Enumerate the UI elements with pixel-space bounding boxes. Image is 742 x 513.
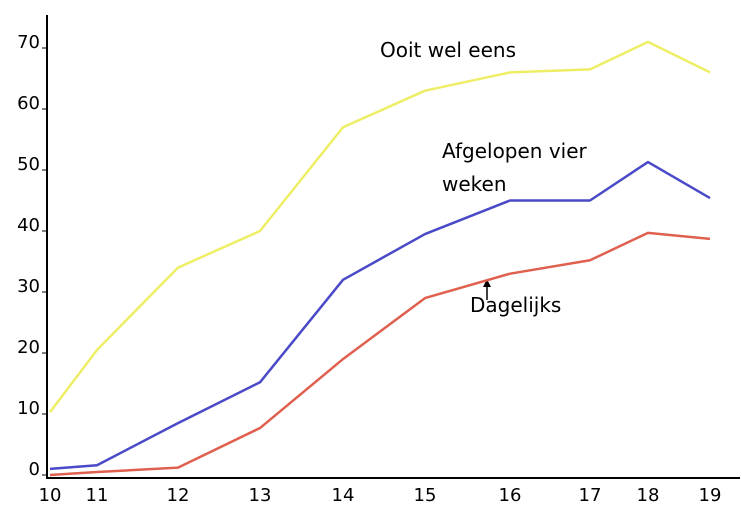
series-line bbox=[49, 160, 711, 471]
x-tick-label: 12 bbox=[167, 485, 190, 506]
series-label: Dagelijks bbox=[470, 293, 562, 317]
x-tick-label: 10 bbox=[39, 485, 62, 506]
y-tick-label: 70 bbox=[17, 32, 40, 53]
x-tick-label: 16 bbox=[499, 485, 522, 506]
x-tick-label: 17 bbox=[579, 485, 602, 506]
x-tick-label: 19 bbox=[699, 485, 722, 506]
x-tick-label: 18 bbox=[637, 485, 660, 506]
y-tick-label: 20 bbox=[17, 337, 40, 358]
x-tick-label: 15 bbox=[414, 485, 437, 506]
y-tick-label: 30 bbox=[17, 276, 40, 297]
x-tick-label: 11 bbox=[86, 485, 109, 506]
series-line bbox=[49, 40, 711, 413]
y-tick-label: 40 bbox=[17, 215, 40, 236]
y-tick-label: 60 bbox=[17, 93, 40, 114]
y-tick-label: 10 bbox=[17, 398, 40, 419]
series-line bbox=[49, 231, 711, 477]
series-label: Ooit wel eens bbox=[380, 38, 517, 62]
y-tick-label: 50 bbox=[17, 154, 40, 175]
x-tick-label: 13 bbox=[249, 485, 272, 506]
y-tick-label: 0 bbox=[29, 459, 40, 480]
x-tick-label: 14 bbox=[332, 485, 355, 506]
arrow-head bbox=[483, 279, 491, 287]
series-label: Afgelopen vier weken bbox=[442, 139, 587, 196]
